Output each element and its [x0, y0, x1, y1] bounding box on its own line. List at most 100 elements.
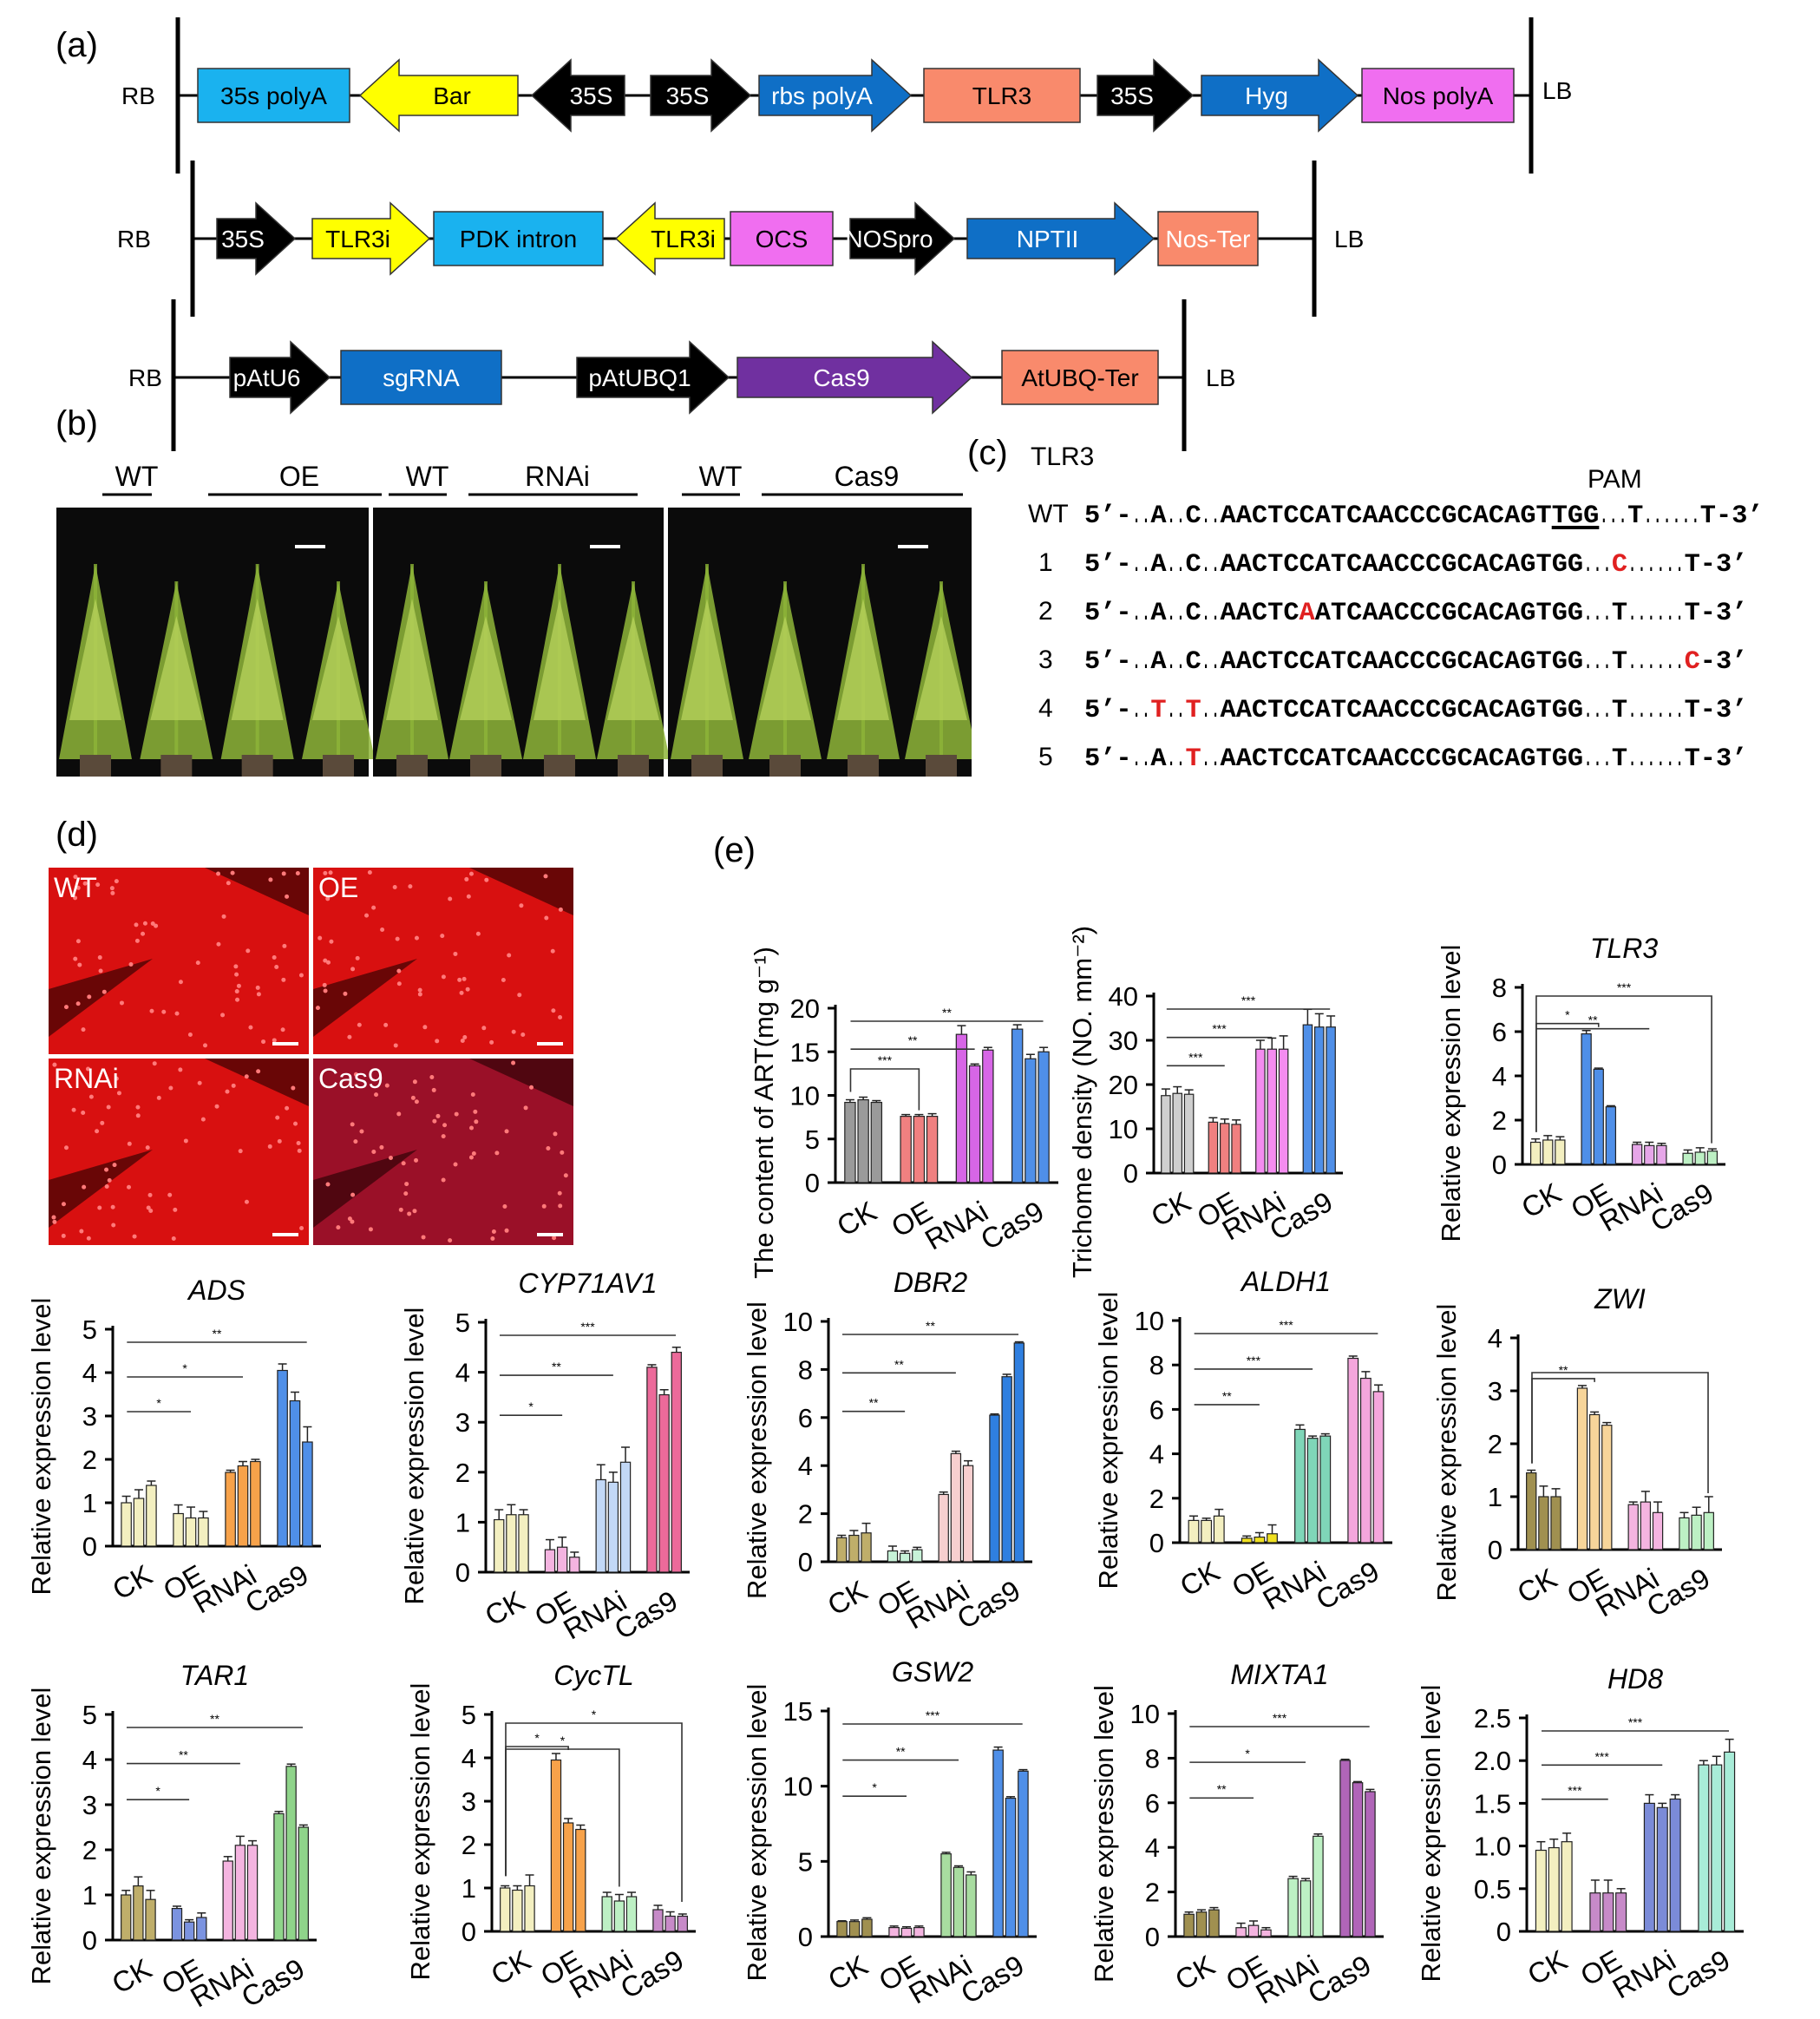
sequence-segment: ..	[1167, 501, 1186, 531]
fluorescence-label: RNAi	[54, 1063, 119, 1094]
lb-label: LB	[1206, 364, 1235, 391]
plant	[449, 581, 522, 777]
sequence-segment: T	[1612, 696, 1627, 725]
bar	[518, 1514, 529, 1573]
y-axis-label: Relative expression level	[1093, 1292, 1123, 1590]
y-axis-label: Relative expression level	[405, 1683, 435, 1981]
bar	[273, 1813, 285, 1941]
sequence-row-id: 1	[1038, 548, 1053, 577]
sequence-segment: ...	[1583, 599, 1612, 628]
sequence-segment: C	[1685, 647, 1700, 677]
sequence-segment: T	[1612, 647, 1627, 677]
y-tick-label: 1	[82, 1880, 97, 1911]
bar	[1219, 1123, 1230, 1174]
y-tick-label: 1	[1488, 1482, 1502, 1512]
y-axis-label: Relative expression level	[26, 1688, 56, 1985]
bar	[1359, 1377, 1372, 1544]
bar	[962, 1465, 974, 1563]
y-tick-label: 0	[1488, 1535, 1502, 1565]
y-tick-label: 5	[798, 1846, 813, 1877]
bar	[1548, 1846, 1560, 1932]
sequence-segment: ..	[1132, 550, 1151, 580]
significance-label: **	[552, 1360, 561, 1373]
bar	[953, 1866, 965, 1937]
x-group-label: CK	[822, 1574, 873, 1622]
bar	[888, 1927, 900, 1937]
bar	[1260, 1929, 1272, 1937]
construct-element-cas9: Cas9	[737, 340, 973, 415]
bar	[844, 1101, 856, 1183]
sequence-segment: T	[1185, 696, 1201, 725]
sequence-segment: ......	[1643, 501, 1700, 531]
bar	[1183, 1913, 1195, 1937]
significance-label: ***	[1273, 1711, 1287, 1725]
fluorescence-image-oe: OE	[313, 868, 573, 1054]
significance-label: **	[926, 1319, 935, 1333]
sequence-segment: A	[1150, 647, 1166, 677]
sequence-segment: ..	[1201, 647, 1221, 677]
y-tick-label: 2	[455, 1458, 470, 1488]
bar	[500, 1887, 511, 1932]
bar	[133, 1885, 144, 1941]
sequence-segment: ..	[1132, 696, 1151, 725]
line-header: OE	[279, 461, 319, 492]
bar	[1631, 1144, 1643, 1165]
sequence-segment: 5’-	[1084, 647, 1132, 677]
bar	[900, 1927, 913, 1937]
y-tick-label: 3	[82, 1401, 97, 1432]
bar	[619, 1461, 632, 1573]
bar	[899, 1552, 911, 1563]
construct-element-label: NPTII	[1017, 226, 1079, 252]
construct-element-label: 35S	[666, 82, 710, 109]
construct-element-pdk-intron: PDK intron	[433, 211, 604, 266]
bar	[512, 1889, 523, 1932]
sequence-segment: ..	[1167, 599, 1186, 628]
y-tick-label: 0	[798, 1547, 813, 1577]
bar	[222, 1860, 233, 1941]
bar	[1703, 1511, 1714, 1550]
sequence-segment: AACTCCATCAACCCGCACAGT	[1221, 501, 1552, 531]
sequence-row: 2 5’-.. A.. C.. AACTC A ATCAACCCGCACAGTGG... T.…	[1038, 597, 1747, 628]
bar	[1576, 1387, 1588, 1550]
significance-label: *	[155, 1784, 160, 1798]
bar	[556, 1546, 568, 1573]
sequence-segment: 5’-	[1084, 599, 1132, 628]
bar	[848, 1921, 861, 1937]
significance-label: ***	[878, 1053, 893, 1067]
construct-element-atubq-ter: AtUBQ-Ter	[1001, 350, 1159, 405]
bar	[1025, 1058, 1037, 1183]
line-header: Cas9	[835, 461, 900, 492]
y-tick-label: 1	[462, 1873, 476, 1904]
sequence-row: 3 5’-.. A.. C.. AACTCCATCAACCCGCACAGTGG... T.…	[1038, 646, 1747, 677]
chart-title: ZWI	[1594, 1283, 1646, 1314]
significance-label: *	[592, 1708, 597, 1721]
y-tick-label: 3	[82, 1790, 97, 1820]
significance-label: ***	[1247, 1354, 1261, 1367]
bar	[1302, 1024, 1313, 1174]
bar	[1602, 1892, 1614, 1932]
y-tick-label: 2.0	[1474, 1746, 1511, 1776]
sequence-segment: C	[1185, 647, 1201, 677]
bar	[1691, 1514, 1702, 1550]
sequence-row-id: 4	[1038, 694, 1053, 723]
bar	[652, 1909, 664, 1932]
bar	[1247, 1924, 1260, 1937]
bar	[1038, 1051, 1050, 1183]
sequence-row-id: WT	[1028, 500, 1069, 528]
bar	[1001, 1376, 1012, 1563]
bar	[940, 1853, 952, 1937]
chart-title: HD8	[1607, 1663, 1663, 1695]
sequence-segment: AACTCCATCAACCCGCACAGTGG	[1221, 647, 1584, 677]
y-tick-label: 2	[798, 1499, 813, 1530]
bar	[601, 1896, 612, 1932]
bar	[1278, 1048, 1289, 1174]
construct-element-label: 35s polyA	[220, 82, 327, 109]
y-tick-label: 5	[82, 1700, 97, 1730]
chart-hd8: 0 0.5 1.0 1.5 2.0 2.5 Relative expression leve…	[1416, 1663, 1744, 2005]
trichome-fluorescence-images: WT OE RNAi Cas9	[49, 868, 573, 1245]
significance-label: **	[942, 1006, 952, 1019]
construct-2: RB LB 35S TLR3i PDK intron TLR3i OCS NOSpro NPTI…	[117, 161, 1364, 317]
sequence-segment: AACTCCATCAACCCGCACAGTGG	[1221, 744, 1584, 774]
bar	[1706, 1150, 1719, 1165]
